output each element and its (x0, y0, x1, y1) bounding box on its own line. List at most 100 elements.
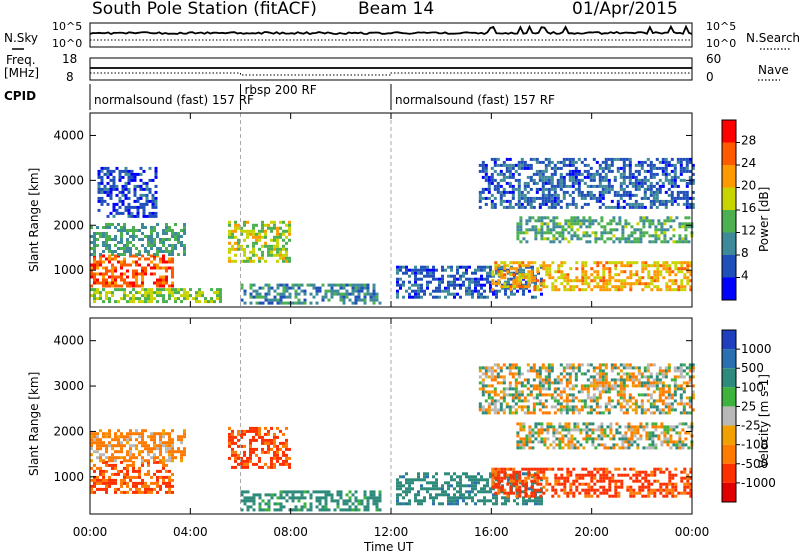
heatmap-cell (354, 283, 358, 287)
heatmap-cell (651, 437, 655, 441)
heatmap-cell (625, 375, 629, 379)
heatmap-cell (141, 254, 144, 258)
heatmap-cell (519, 422, 523, 426)
heatmap-cell (664, 169, 668, 173)
heatmap-cell (535, 387, 539, 391)
heatmap-cell (685, 193, 689, 197)
heatmap-cell (538, 172, 542, 176)
heatmap-cell (249, 447, 252, 451)
heatmap-cell (484, 411, 488, 415)
heatmap-cell (667, 178, 671, 182)
heatmap-cell (644, 282, 648, 286)
heatmap-cell (231, 244, 234, 248)
heatmap-cell (420, 484, 423, 488)
heatmap-cell (276, 456, 279, 460)
heatmap-cell (616, 372, 620, 376)
heatmap-cell (577, 399, 581, 403)
heatmap-cell (282, 283, 286, 287)
heatmap-cell (663, 228, 667, 232)
heatmap-cell (633, 431, 637, 435)
heatmap-cell (526, 411, 530, 415)
heatmap-cell (168, 284, 171, 288)
heatmap-cell (481, 160, 485, 164)
heatmap-cell (517, 405, 521, 409)
heatmap-cell (154, 175, 158, 179)
heatmap-cell (136, 211, 140, 215)
heatmap-cell (111, 459, 114, 463)
heatmap-cell (585, 428, 589, 432)
heatmap-cell (564, 434, 568, 438)
heatmap-cell (620, 261, 624, 265)
heatmap-cell (264, 292, 268, 296)
heatmap-cell (575, 476, 579, 480)
heatmap-cell (671, 491, 675, 495)
heatmap-cell (673, 181, 677, 185)
heatmap-cell (603, 446, 607, 450)
heatmap-cell (135, 269, 138, 273)
heatmap-cell (228, 223, 231, 227)
heatmap-cell (531, 434, 535, 438)
heatmap-cell (270, 496, 274, 500)
heatmap-cell (282, 244, 285, 248)
heatmap-cell (588, 222, 592, 226)
heatmap-cell (267, 286, 271, 290)
heatmap-cell (542, 470, 546, 474)
heatmap-cell (619, 193, 623, 197)
heatmap-cell (132, 260, 135, 264)
heatmap-cell (508, 184, 512, 188)
heatmap-cell (637, 384, 641, 388)
heatmap-cell (623, 467, 627, 471)
heatmap-cell (611, 476, 615, 480)
heatmap-cell (667, 187, 671, 191)
heatmap-cell (661, 369, 665, 373)
heatmap-cell (688, 196, 692, 200)
heatmap-cell (499, 184, 503, 188)
heatmap-cell (309, 496, 313, 500)
heatmap-cell (465, 292, 468, 296)
heatmap-cell (493, 408, 497, 412)
heatmap-cell (682, 157, 686, 161)
heatmap-cell (496, 375, 500, 379)
heatmap-cell (555, 231, 559, 235)
heatmap-cell (126, 475, 129, 479)
heatmap-cell (640, 163, 644, 167)
heatmap-cell (590, 476, 594, 480)
heatmap-cell (195, 294, 198, 298)
heatmap-cell (484, 169, 488, 173)
heatmap-cell (542, 476, 546, 480)
heatmap-cell (558, 225, 562, 229)
heatmap-cell (481, 408, 485, 412)
heatmap-cell (150, 229, 153, 232)
heatmap-cell (408, 268, 411, 272)
heatmap-cell (559, 166, 563, 170)
heatmap-cell (667, 181, 671, 185)
heatmap-cell (112, 169, 116, 173)
heatmap-cell (505, 169, 509, 173)
heatmap-cell (105, 447, 108, 451)
heatmap-cell (544, 366, 548, 370)
heatmap-cell (90, 459, 93, 463)
heatmap-cell (282, 253, 285, 257)
heatmap-cell (600, 431, 604, 435)
heatmap-cell (261, 435, 264, 439)
heatmap-cell (640, 384, 644, 388)
heatmap-cell (490, 202, 494, 206)
heatmap-cell (571, 202, 575, 206)
heatmap-cell (264, 235, 267, 239)
heatmap-cell (590, 488, 594, 492)
heatmap-cell (267, 250, 270, 254)
heatmap-cell (522, 443, 526, 447)
heatmap-cell (574, 405, 578, 409)
heatmap-cell (174, 238, 177, 241)
heatmap-cell (622, 187, 626, 191)
heatmap-cell (139, 166, 143, 170)
heatmap-cell (620, 473, 624, 477)
heatmap-cell (651, 434, 655, 438)
heatmap-cell (201, 294, 204, 298)
heatmap-cell (321, 490, 325, 494)
heatmap-cell (168, 490, 171, 494)
heatmap-cell (354, 286, 358, 290)
heatmap-cell (258, 292, 262, 296)
heatmap-cell (508, 393, 512, 397)
heatmap-cell (653, 491, 657, 495)
